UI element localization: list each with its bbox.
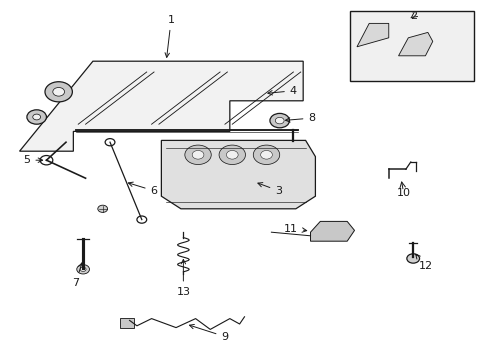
Circle shape xyxy=(219,145,245,165)
Text: 1: 1 xyxy=(164,15,174,57)
Circle shape xyxy=(77,265,89,274)
Polygon shape xyxy=(20,61,303,151)
Text: 2: 2 xyxy=(409,11,416,21)
Circle shape xyxy=(184,145,211,165)
Text: 13: 13 xyxy=(176,260,190,297)
Circle shape xyxy=(27,110,46,124)
Text: 10: 10 xyxy=(396,188,409,198)
Circle shape xyxy=(275,117,284,124)
Circle shape xyxy=(80,267,86,271)
Circle shape xyxy=(40,156,53,165)
Circle shape xyxy=(98,205,107,212)
Circle shape xyxy=(33,114,41,120)
Circle shape xyxy=(45,82,72,102)
Polygon shape xyxy=(356,23,388,47)
Bar xyxy=(349,11,473,81)
Polygon shape xyxy=(120,318,134,328)
Text: 6: 6 xyxy=(128,182,157,196)
Polygon shape xyxy=(161,140,315,209)
Circle shape xyxy=(105,139,115,146)
Circle shape xyxy=(253,145,279,165)
Circle shape xyxy=(269,113,289,128)
Text: 9: 9 xyxy=(189,324,228,342)
Polygon shape xyxy=(310,221,354,241)
Circle shape xyxy=(226,150,238,159)
Circle shape xyxy=(406,254,419,263)
Text: 5: 5 xyxy=(23,155,42,165)
Circle shape xyxy=(260,150,272,159)
Text: 12: 12 xyxy=(415,254,431,271)
Circle shape xyxy=(53,87,64,96)
Text: 3: 3 xyxy=(257,183,282,196)
Text: 11: 11 xyxy=(284,224,306,234)
Circle shape xyxy=(137,216,146,223)
Polygon shape xyxy=(398,32,432,56)
Circle shape xyxy=(192,150,203,159)
Text: 7: 7 xyxy=(72,263,82,288)
Text: 4: 4 xyxy=(267,86,296,96)
Text: 8: 8 xyxy=(285,113,315,123)
